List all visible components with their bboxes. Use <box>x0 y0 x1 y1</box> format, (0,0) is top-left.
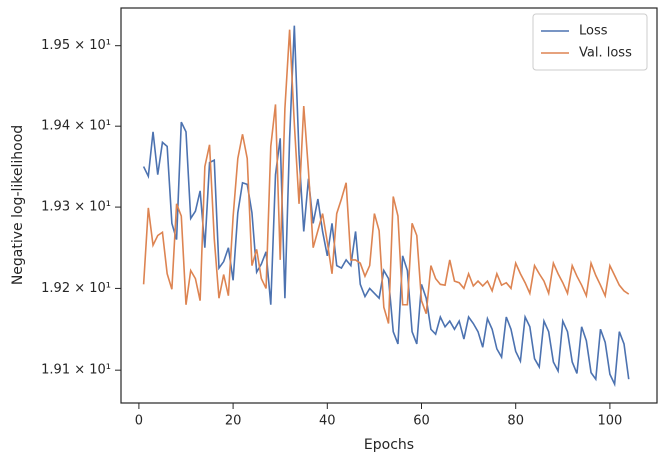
y-tick-label: 1.94 × 10¹ <box>41 119 111 134</box>
x-tick-label: 100 <box>597 414 622 429</box>
y-tick-label: 1.95 × 10¹ <box>41 38 111 53</box>
y-tick-label: 1.93 × 10¹ <box>41 200 111 215</box>
x-tick-label: 40 <box>319 414 336 429</box>
legend-label: Val. loss <box>579 46 632 61</box>
y-tick-label: 1.91 × 10¹ <box>41 363 111 378</box>
x-tick-label: 60 <box>413 414 430 429</box>
x-tick-label: 0 <box>135 414 143 429</box>
y-tick-label: 1.92 × 10¹ <box>41 281 111 296</box>
legend-label: Loss <box>579 24 608 39</box>
plot-frame <box>120 7 658 404</box>
loss-line <box>142 25 630 388</box>
x-tick-label: 80 <box>507 414 524 429</box>
y-axis-label: Negative log-likelihood <box>10 125 26 285</box>
x-tick-label: 20 <box>225 414 242 429</box>
x-axis-label: Epochs <box>364 437 414 453</box>
loss-line <box>142 29 630 324</box>
legend-box <box>532 13 648 71</box>
